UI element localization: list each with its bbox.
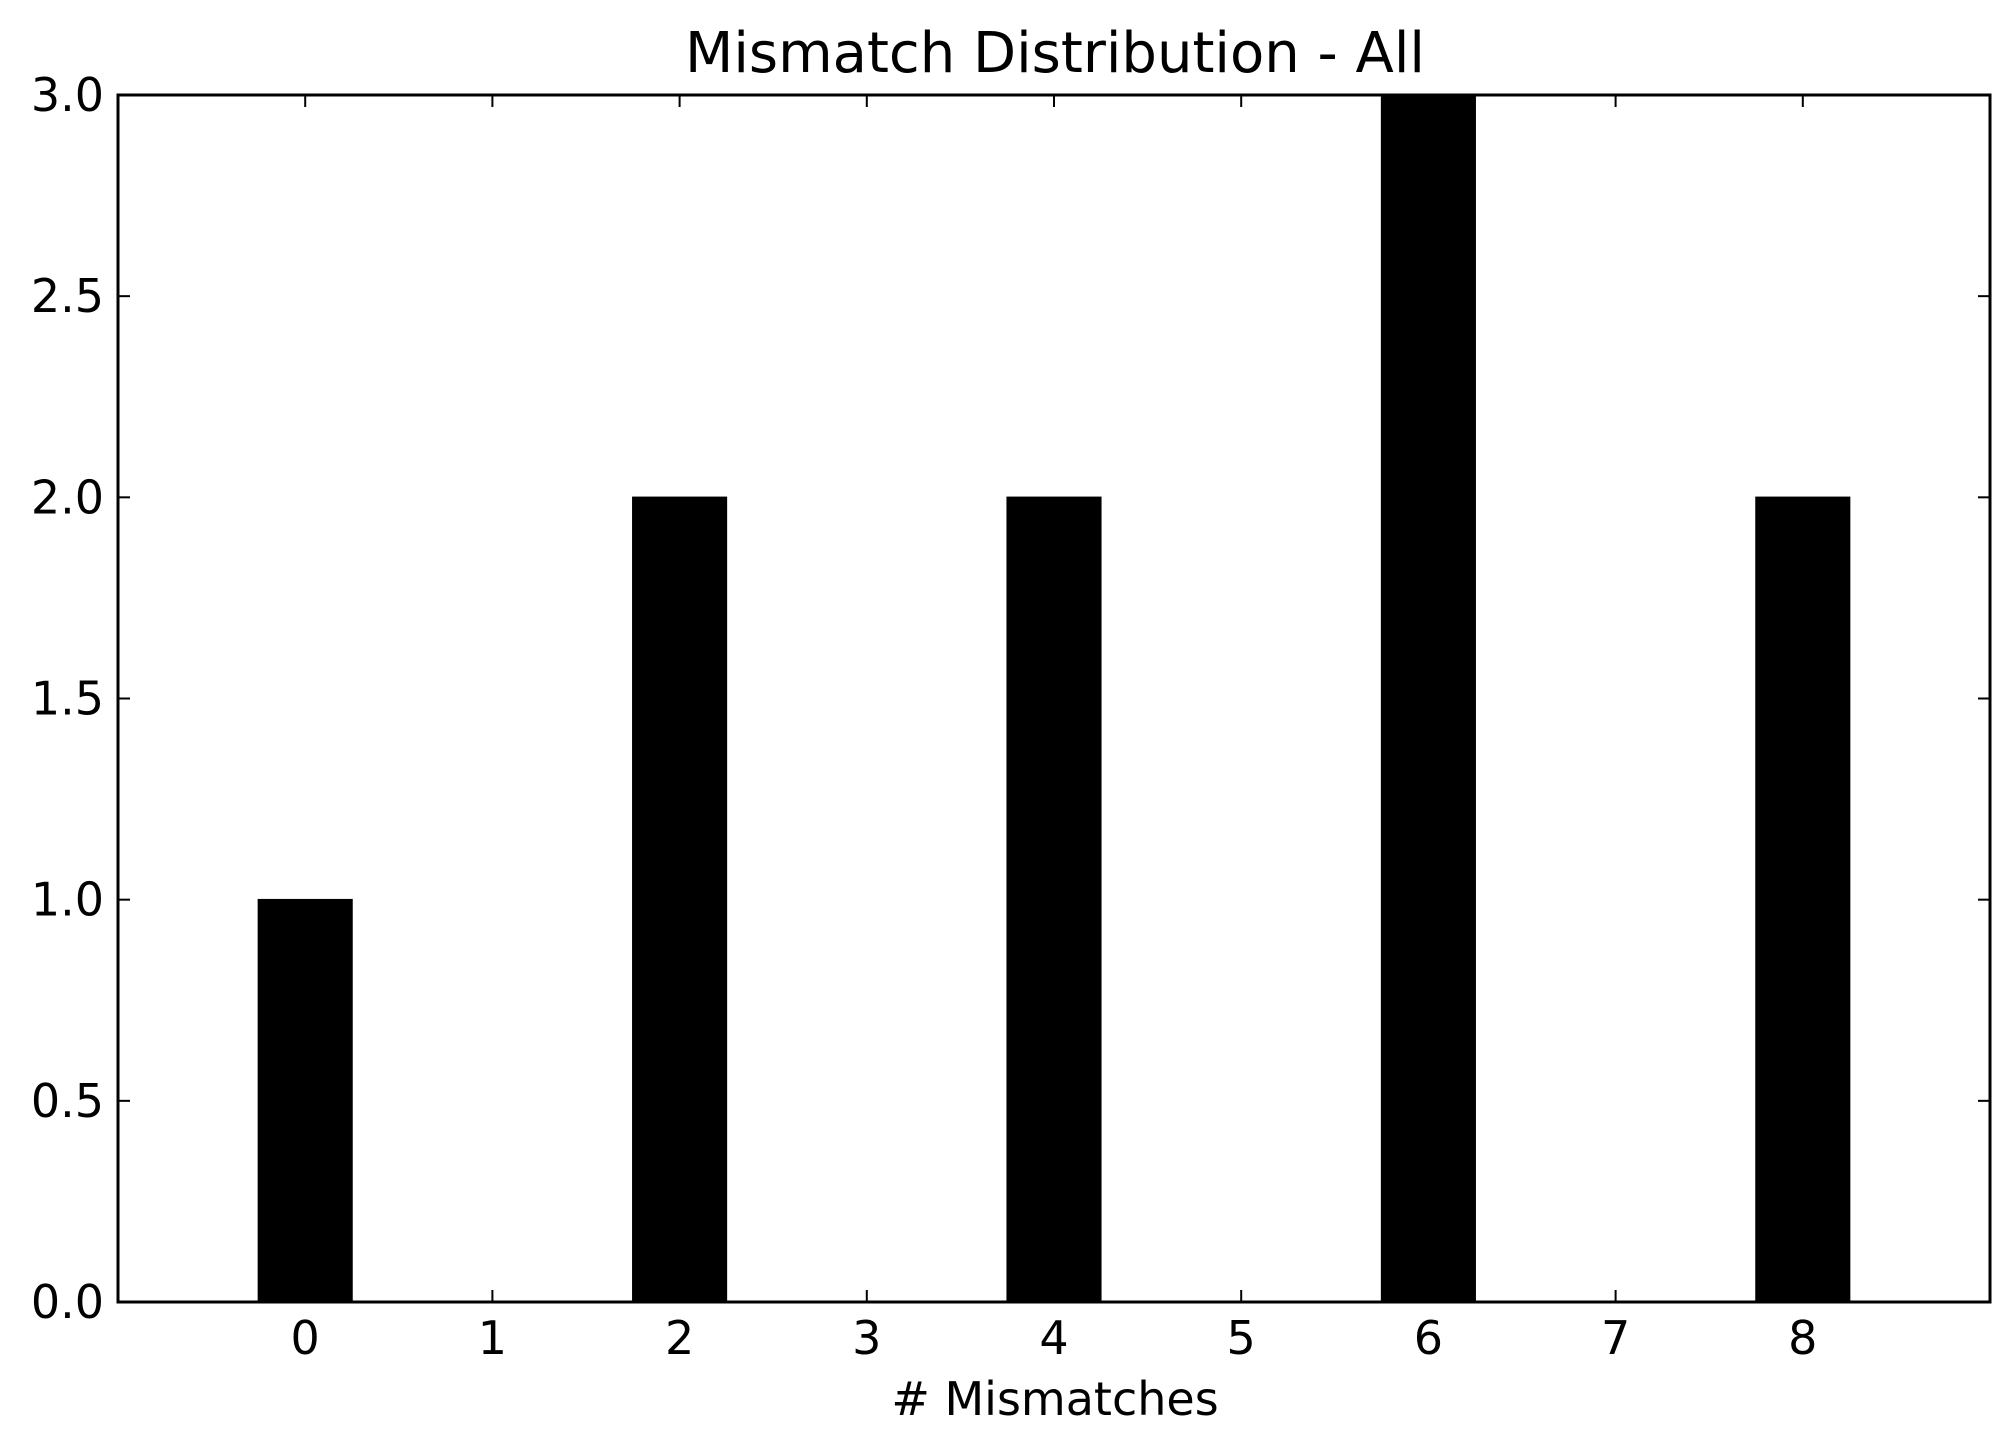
- y-tick-label-0.5: 0.5: [31, 1074, 104, 1128]
- x-tick-label-8: 8: [1788, 1311, 1817, 1365]
- plot-frame: [116, 93, 1992, 1304]
- chart-title: Mismatch Distribution - All: [685, 21, 1425, 86]
- ticks-layer: [118, 94, 1990, 1303]
- bar-x-8: [1755, 496, 1851, 1303]
- x-tick-label-7: 7: [1601, 1311, 1630, 1365]
- bar-x-0: [257, 898, 353, 1303]
- bar-x-2: [632, 496, 728, 1303]
- x-tick-label-4: 4: [1039, 1311, 1068, 1365]
- x-tick-label-6: 6: [1414, 1311, 1443, 1365]
- y-tick-label-1.5: 1.5: [31, 672, 104, 726]
- x-tick-label-5: 5: [1227, 1311, 1256, 1365]
- x-axis-label: # Mismatches: [891, 1372, 1218, 1426]
- x-tick-label-3: 3: [852, 1311, 881, 1365]
- y-tick-label-2.0: 2.0: [31, 470, 104, 524]
- y-tick-label-3.0: 3.0: [31, 68, 104, 122]
- bar-x-6: [1380, 94, 1476, 1303]
- bar-x-4: [1006, 496, 1102, 1303]
- x-tick-label-2: 2: [665, 1311, 694, 1365]
- bars-layer: [257, 94, 1851, 1303]
- y-tick-label-1.0: 1.0: [31, 873, 104, 927]
- x-tick-label-1: 1: [478, 1311, 507, 1365]
- y-tick-label-2.5: 2.5: [31, 269, 104, 323]
- tick-labels-layer: 0 1 2 3 4 5 6 7 8 0.0 0.5 1.0 1.5 2.0 2.5 3.0: [31, 68, 1818, 1365]
- x-tick-label-0: 0: [291, 1311, 320, 1365]
- y-tick-label-0.0: 0.0: [31, 1275, 104, 1329]
